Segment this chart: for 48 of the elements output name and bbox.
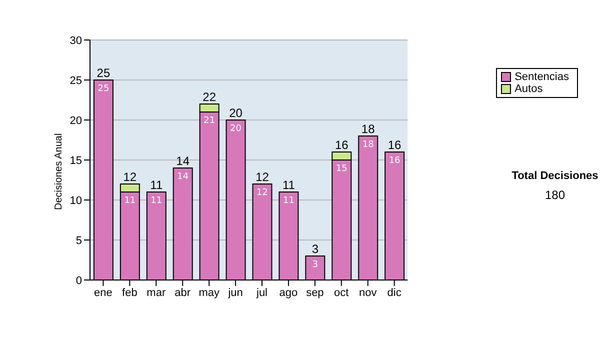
data-label: 21 xyxy=(204,116,216,126)
x-tick-label: may xyxy=(198,286,220,299)
total-label: 11 xyxy=(282,178,296,192)
x-tick-label: dic xyxy=(387,286,402,299)
data-label: 14 xyxy=(177,172,189,182)
x-tick-label: ene xyxy=(94,286,112,299)
y-tick-label: 0 xyxy=(76,274,82,287)
total-label: 18 xyxy=(361,122,376,136)
y-tick-label: 5 xyxy=(76,234,82,247)
x-tick-label: nov xyxy=(358,286,378,299)
y-tick-label: 25 xyxy=(70,74,82,87)
x-tick-label: jul xyxy=(256,286,268,299)
total-label: 14 xyxy=(176,154,190,168)
data-label: 11 xyxy=(282,196,294,206)
y-tick-label: 10 xyxy=(70,194,82,207)
text: Total Decisiones xyxy=(510,170,600,182)
data-label: 11 xyxy=(124,196,136,206)
data-label: 3 xyxy=(312,260,318,270)
text: 180 xyxy=(544,188,566,202)
total-label: 22 xyxy=(202,90,216,104)
x-tick-label: oct xyxy=(334,286,349,299)
y-tick-label: 30 xyxy=(70,34,82,47)
data-label: 15 xyxy=(336,164,348,174)
data-label: 18 xyxy=(362,140,374,150)
data-label: 16 xyxy=(388,156,401,166)
legend-label: Autos xyxy=(514,83,543,95)
total-label: 16 xyxy=(388,138,402,152)
total-label: 3 xyxy=(312,242,319,256)
x-tick-label: jun xyxy=(227,286,243,299)
x-tick-label: sep xyxy=(306,286,324,299)
total-label: 12 xyxy=(123,170,137,184)
x-tick-label: mar xyxy=(146,286,166,299)
data-label: 12 xyxy=(256,188,268,198)
y-tick-label: 15 xyxy=(70,154,82,167)
data-label: 20 xyxy=(230,124,242,134)
total-label: 12 xyxy=(256,170,270,184)
total-label: 25 xyxy=(96,66,110,80)
data-label: 11 xyxy=(150,196,162,206)
legend-label: Sentencias xyxy=(514,71,569,83)
y-tick-label: 20 xyxy=(70,114,82,127)
x-tick-label: abr xyxy=(174,286,191,299)
data-label: 25 xyxy=(98,84,110,94)
y-axis-title: Decisiones Anual xyxy=(54,133,65,210)
total-label: 16 xyxy=(334,138,349,152)
x-tick-label: ago xyxy=(279,286,298,299)
total-label: 20 xyxy=(229,106,243,120)
x-tick-label: feb xyxy=(122,286,138,299)
total-label: 11 xyxy=(150,178,163,192)
